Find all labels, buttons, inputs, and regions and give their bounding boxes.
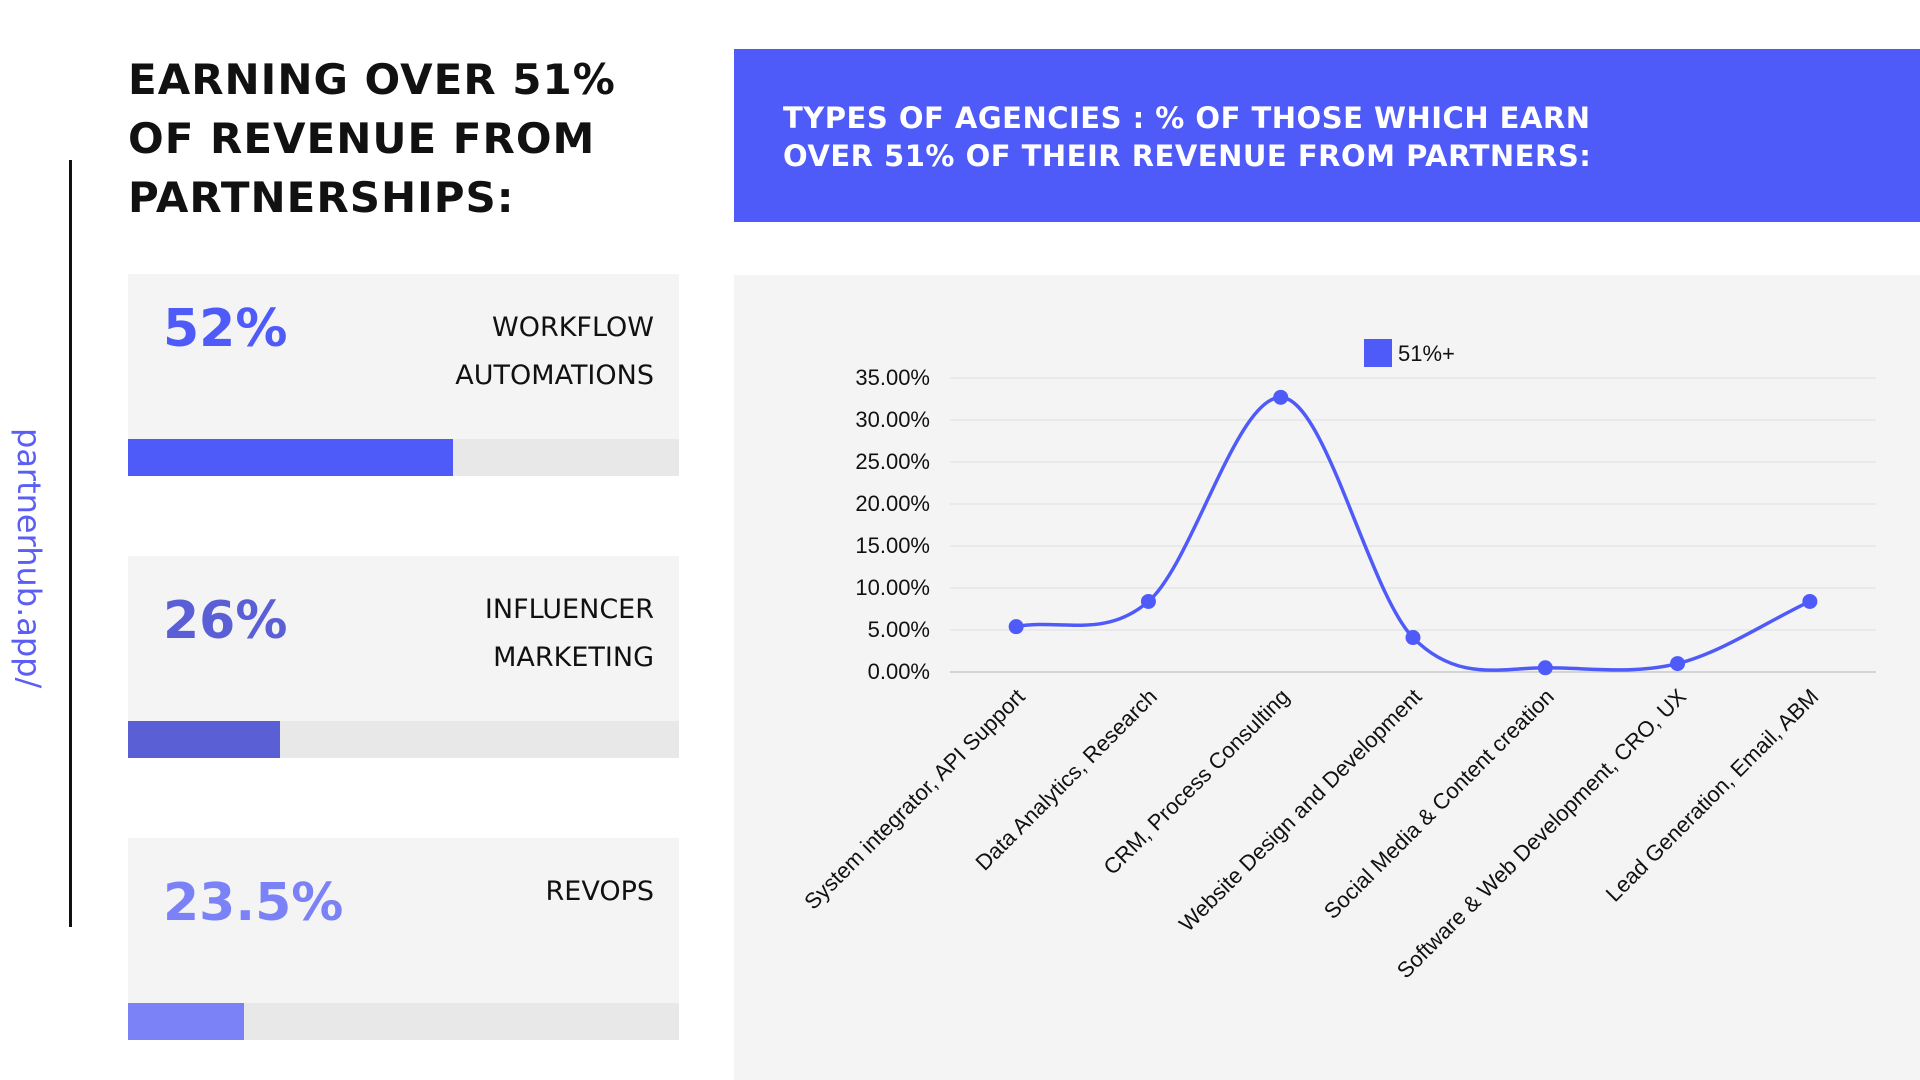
y-tick-label: 25.00% [855, 449, 930, 474]
line-chart: 0.00% 5.00% 10.00% 15.00% 20.00% 25.00% 30.00%… [799, 339, 1876, 983]
series-line [1015, 395, 1811, 672]
data-point [1802, 593, 1818, 609]
legend-label: 51%+ [1398, 341, 1455, 366]
stat-label: REVOPS [545, 876, 655, 907]
stat-label: WORKFLOW AUTOMATIONS [455, 312, 654, 391]
progress-fill [128, 721, 280, 758]
x-tick-label: System integrator, API Support [799, 684, 1029, 914]
stat-value: 26% [163, 591, 288, 651]
progress-track [128, 1003, 679, 1040]
y-tick-label: 5.00% [868, 617, 930, 642]
data-point [1670, 656, 1686, 672]
legend-swatch [1364, 339, 1392, 367]
page-title: EARNING OVER 51% OF REVENUE FROM PARTNER… [128, 55, 616, 222]
data-point [1008, 619, 1024, 635]
stat-card-influencer: 26% INFLUENCER MARKETING [128, 556, 679, 758]
site-url[interactable]: partnerhub.app/ [10, 428, 48, 689]
x-tick-label: Lead Generation, Email, ABM [1601, 684, 1824, 907]
y-tick-label: 15.00% [855, 533, 930, 558]
divider-line [69, 160, 72, 927]
y-tick-label: 10.00% [855, 575, 930, 600]
y-tick-label: 20.00% [855, 491, 930, 516]
progress-fill [128, 439, 454, 476]
stat-value: 23.5% [163, 873, 344, 933]
y-tick-label: 30.00% [855, 407, 930, 432]
stat-value: 52% [163, 299, 288, 359]
progress-track [128, 721, 679, 758]
y-tick-label: 0.00% [868, 659, 930, 684]
progress-fill [128, 1003, 244, 1040]
header-banner: TYPES OF AGENCIES : % OF THOSE WHICH EAR… [734, 49, 1920, 222]
data-point [1405, 630, 1421, 646]
progress-track [128, 439, 679, 476]
chart-panel [734, 275, 1920, 1080]
x-tick-label: Social Media & Content creation [1319, 684, 1559, 924]
y-tick-label: 35.00% [855, 365, 930, 390]
stat-card-workflow: 52% WORKFLOW AUTOMATIONS [128, 274, 679, 476]
stat-label: INFLUENCER MARKETING [484, 594, 654, 673]
stat-card-revops: 23.5% REVOPS [128, 838, 679, 1040]
data-point [1140, 593, 1156, 609]
x-tick-label: Software & Web Development, CRO, UX [1392, 684, 1691, 983]
x-tick-label: Website Design and Development [1174, 684, 1427, 937]
banner-title: TYPES OF AGENCIES : % OF THOSE WHICH EAR… [783, 101, 1592, 173]
data-point [1537, 660, 1553, 676]
data-point [1273, 389, 1289, 405]
